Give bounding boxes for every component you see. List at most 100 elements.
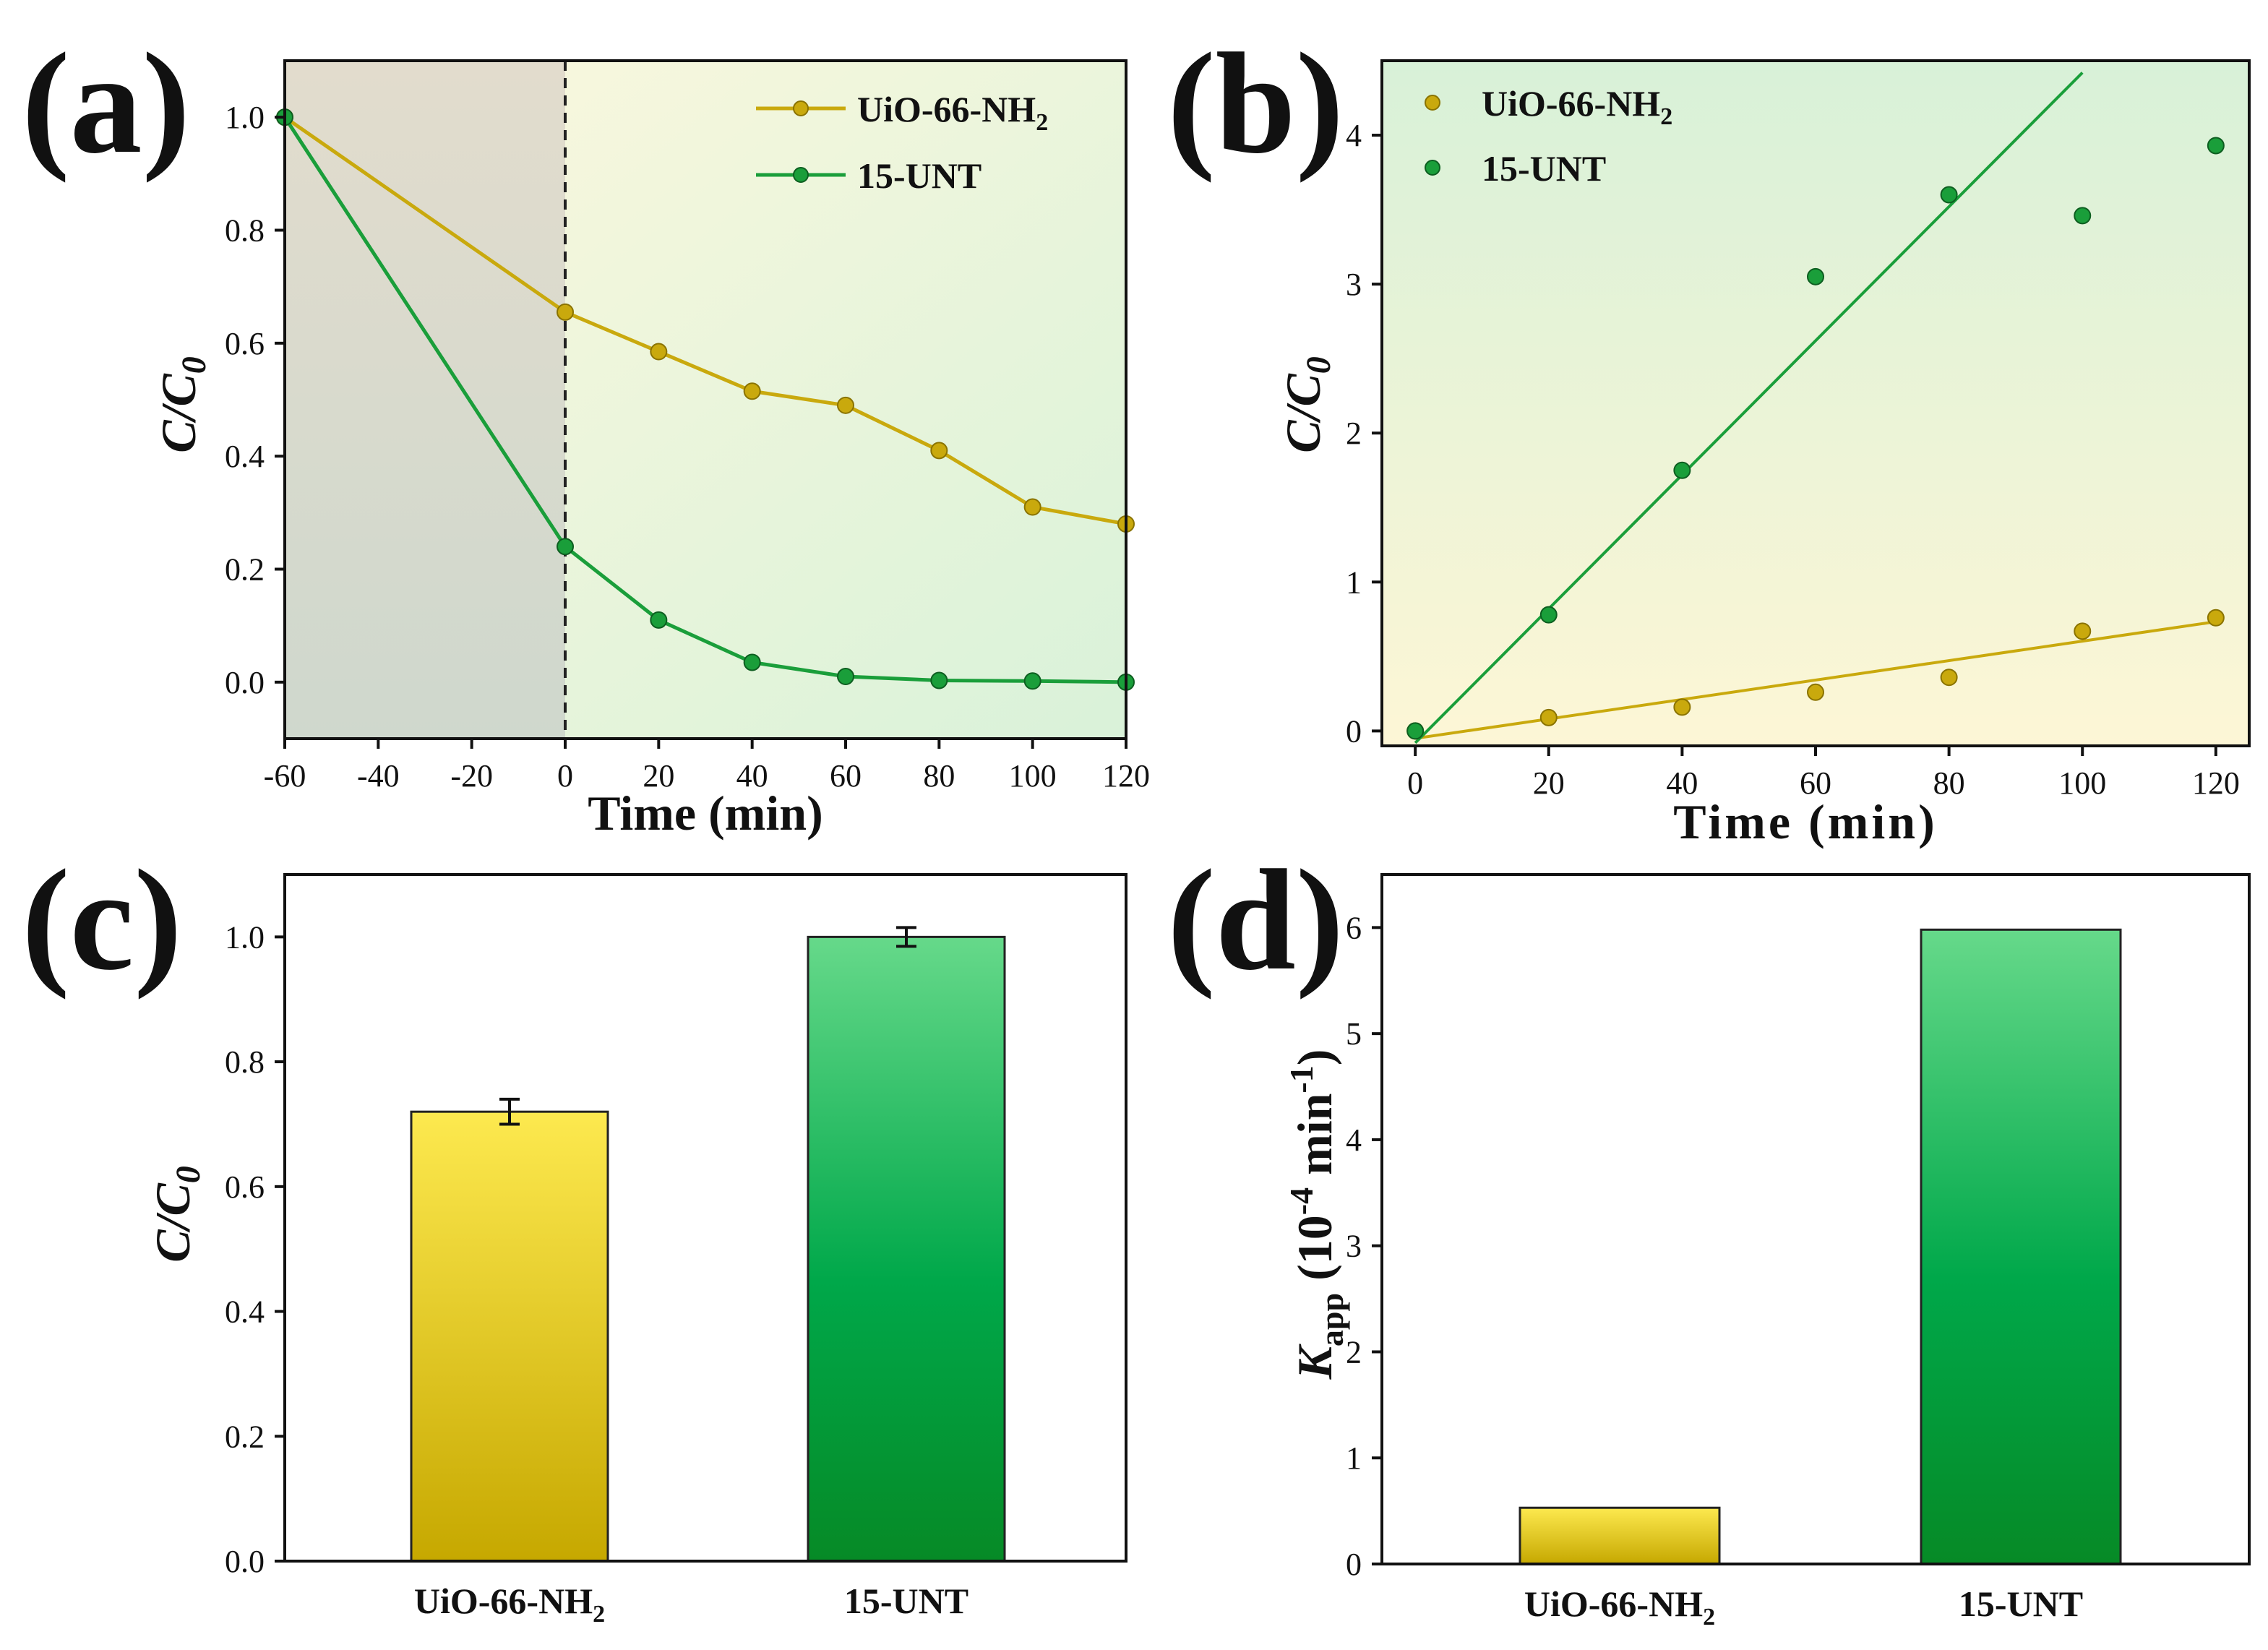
series-line-0 bbox=[283, 116, 1127, 526]
data-point bbox=[1673, 461, 1691, 479]
data-point bbox=[930, 442, 948, 460]
panel-b-ytick-label: 2 bbox=[1346, 416, 1362, 451]
data-point bbox=[557, 303, 574, 321]
legend-label-uio: UiO-66-NH2 bbox=[1482, 83, 1672, 130]
data-point bbox=[1023, 498, 1041, 516]
panel-a-xtick-label: 60 bbox=[830, 758, 862, 794]
panel-d: UiO-66-NH2 15-UNT 0 1 2 3 4 5 6 (d) Kapp (10-4 … bbox=[1167, 841, 2251, 1630]
panel-a-xtick-label: 100 bbox=[1009, 758, 1057, 794]
panel-b-xtick-label: 100 bbox=[2058, 765, 2106, 801]
bar-1 bbox=[1920, 928, 2122, 1565]
panel-c-ticks: 0.0 0.2 0.4 0.6 0.8 1.0 bbox=[225, 919, 285, 1579]
panel-d-ytick-label: 5 bbox=[1346, 1016, 1362, 1052]
panel-c-ytick-label: 0.0 bbox=[225, 1544, 265, 1579]
data-point bbox=[1539, 708, 1558, 726]
panel-d-ytick-label: 2 bbox=[1346, 1334, 1362, 1370]
panel-a-ticks: 0.0 0.2 0.4 0.6 0.8 1.0 -60 -40 -20 0 20 40 60 80 100 1… bbox=[225, 100, 1150, 794]
panel-b-xtick-label: 120 bbox=[2192, 765, 2240, 801]
panel-b-ytick-label: 0 bbox=[1346, 713, 1362, 749]
panel-a-xtick-label: -20 bbox=[450, 758, 493, 794]
panel-a-frame bbox=[283, 59, 1127, 740]
legend-marker-uio bbox=[1425, 95, 1440, 111]
data-point bbox=[557, 538, 574, 556]
panel-a-legend: UiO-66-NH2 15-UNT bbox=[756, 89, 1048, 196]
legend-label-unt: 15-UNT bbox=[857, 155, 981, 196]
panel-c-ylabel: C/C0 bbox=[145, 1166, 207, 1263]
panel-d-ticks: 0 1 2 3 4 5 6 bbox=[1346, 910, 1382, 1582]
panel-b-xlabel: Time (min) bbox=[1673, 794, 1938, 849]
panel-a-xtick-label: 0 bbox=[557, 758, 573, 794]
data-point bbox=[1807, 683, 1824, 701]
legend-label-uio: UiO-66-NH2 bbox=[857, 89, 1048, 136]
data-point bbox=[1940, 186, 1958, 204]
series-line-1 bbox=[283, 116, 1127, 684]
data-point bbox=[2207, 137, 2225, 155]
panel-b-ytick-label: 1 bbox=[1346, 564, 1362, 600]
panel-c-ytick-label: 0.4 bbox=[225, 1294, 265, 1330]
panel-a-xtick-label: -60 bbox=[264, 758, 306, 794]
data-point bbox=[650, 343, 668, 361]
panel-c-ytick-label: 0.8 bbox=[225, 1044, 265, 1080]
panel-c-ytick-label: 0.6 bbox=[225, 1169, 265, 1205]
panel-d-frame bbox=[1380, 873, 2251, 1565]
panel-d-label: (d) bbox=[1167, 841, 1344, 1000]
panel-a-ytick-label: 0.8 bbox=[225, 213, 265, 249]
legend-marker-uio bbox=[793, 100, 809, 116]
data-point bbox=[837, 396, 854, 414]
panel-b-series bbox=[1406, 72, 2225, 744]
data-point bbox=[837, 668, 854, 686]
data-point bbox=[2207, 609, 2225, 627]
data-point bbox=[1807, 267, 1824, 285]
panel-d-ytick-label: 3 bbox=[1346, 1229, 1362, 1264]
bar-0 bbox=[410, 1110, 609, 1563]
category-label: 15-UNT bbox=[1959, 1584, 2083, 1624]
panel-a-ytick-label: 0.6 bbox=[225, 326, 265, 361]
panel-b-ytick-label: 4 bbox=[1346, 118, 1362, 153]
panel-a-xlabel: Time (min) bbox=[588, 786, 823, 841]
data-point bbox=[1673, 698, 1691, 716]
data-point bbox=[2074, 207, 2092, 225]
data-point bbox=[743, 653, 761, 671]
data-point bbox=[1023, 672, 1041, 690]
panel-c-frame bbox=[283, 873, 1127, 1563]
panel-c-label: (c) bbox=[22, 841, 182, 1000]
panel-c-ytick-label: 1.0 bbox=[225, 919, 265, 955]
panel-b-label: (b) bbox=[1167, 24, 1344, 184]
category-label: 15-UNT bbox=[844, 1581, 968, 1621]
panel-d-ytick-label: 6 bbox=[1346, 910, 1362, 945]
panel-a-ytick-label: 0.0 bbox=[225, 665, 265, 700]
data-point bbox=[1940, 669, 1958, 687]
data-point bbox=[650, 611, 668, 629]
panel-a-ytick-label: 1.0 bbox=[225, 100, 265, 135]
panel-b-xtick-label: 60 bbox=[1800, 765, 1831, 801]
panel-a-label: (a) bbox=[22, 24, 190, 184]
data-point bbox=[2074, 622, 2092, 640]
panel-a-xtick-label: 40 bbox=[736, 758, 768, 794]
panel-a-ytick-label: 0.4 bbox=[225, 439, 265, 474]
panel-a-xtick-label: 20 bbox=[643, 758, 674, 794]
bar-1 bbox=[807, 935, 1006, 1563]
panel-c: UiO-66-NH2 15-UNT 0.00.20.40.60.81.0 (c) … bbox=[22, 841, 1127, 1628]
panel-b-legend: UiO-66-NH2 15-UNT bbox=[1425, 83, 1672, 189]
panel-a: 0.0 0.2 0.4 0.6 0.8 1.0 -60 -40 -20 0 20 40 60 80 100 1… bbox=[22, 24, 1150, 841]
panel-b-xtick-label: 0 bbox=[1407, 765, 1423, 801]
legend-marker-unt bbox=[793, 167, 809, 183]
panel-b-xtick-label: 80 bbox=[1933, 765, 1965, 801]
panel-d-bars: UiO-66-NH2 15-UNT bbox=[1519, 928, 2122, 1630]
bar-0 bbox=[1519, 1506, 1721, 1565]
panel-d-ytick-label: 0 bbox=[1346, 1547, 1362, 1582]
panel-a-xtick-label: 120 bbox=[1102, 758, 1150, 794]
panel-d-ytick-label: 1 bbox=[1346, 1440, 1362, 1476]
panel-a-xtick-label: 80 bbox=[923, 758, 955, 794]
legend-marker-unt bbox=[1425, 160, 1440, 176]
panel-b-xtick-label: 20 bbox=[1533, 765, 1565, 801]
panel-d-ylabel: Kapp (10-4 min-1) bbox=[1283, 1049, 1350, 1380]
panel-a-dark-region bbox=[285, 61, 565, 739]
panel-b-ytick-label: 3 bbox=[1346, 267, 1362, 302]
panel-d-ytick-label: 4 bbox=[1346, 1122, 1362, 1158]
legend-label-unt: 15-UNT bbox=[1482, 148, 1606, 189]
panel-c-bars: UiO-66-NH2 15-UNT bbox=[410, 926, 1006, 1628]
